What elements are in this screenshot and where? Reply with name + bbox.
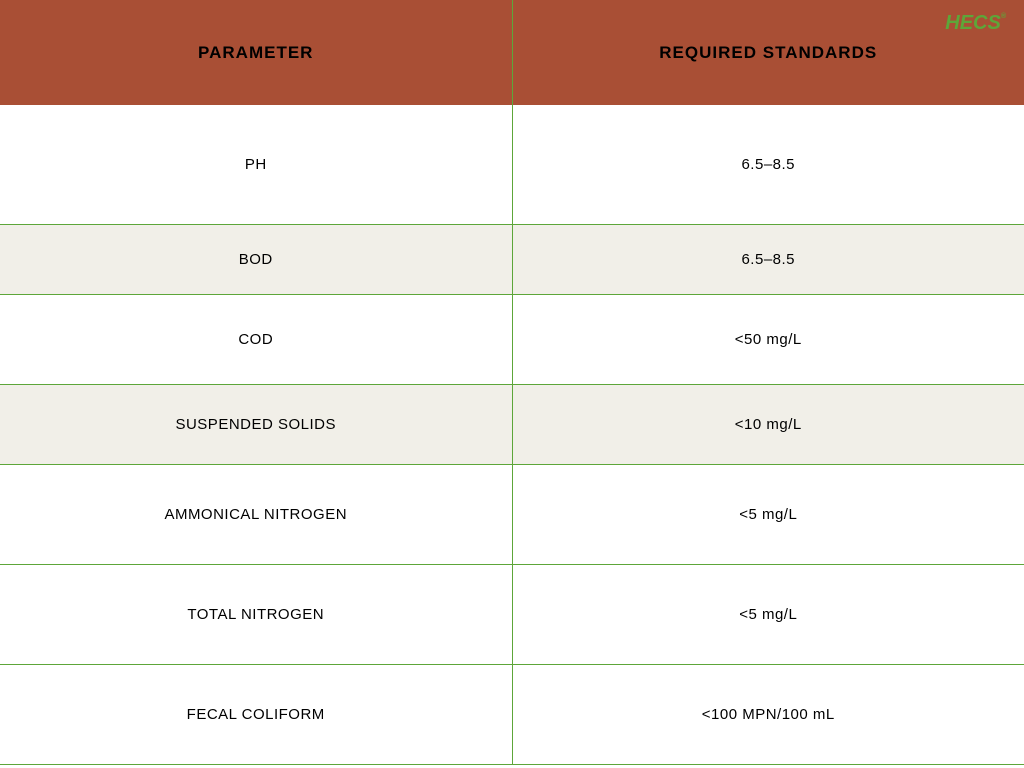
cell-standard: <10 mg/L	[513, 385, 1024, 464]
cell-parameter: TOTAL NITROGEN	[0, 565, 513, 664]
cell-standard: <100 MPN/100 mL	[513, 665, 1024, 764]
table-row: PH6.5–8.5	[0, 105, 1024, 225]
cell-parameter: AMMONICAL NITROGEN	[0, 465, 513, 564]
table-row: SUSPENDED SOLIDS<10 mg/L	[0, 385, 1024, 465]
table-body: PH6.5–8.5BOD6.5–8.5COD<50 mg/LSUSPENDED …	[0, 105, 1024, 765]
table-row: FECAL COLIFORM<100 MPN/100 mL	[0, 665, 1024, 765]
cell-standard: <5 mg/L	[513, 565, 1024, 664]
cell-standard: 6.5–8.5	[513, 225, 1024, 294]
header-parameter: PARAMETER	[0, 0, 512, 105]
logo: HECS®	[945, 12, 1006, 35]
cell-parameter: SUSPENDED SOLIDS	[0, 385, 513, 464]
cell-standard: 6.5–8.5	[513, 105, 1024, 224]
standards-table: PARAMETER REQUIRED STANDARDS PH6.5–8.5BO…	[0, 0, 1024, 768]
cell-standard: <5 mg/L	[513, 465, 1024, 564]
logo-text: HECS	[945, 12, 1001, 34]
cell-parameter: COD	[0, 295, 513, 384]
table-row: TOTAL NITROGEN<5 mg/L	[0, 565, 1024, 665]
table-row: AMMONICAL NITROGEN<5 mg/L	[0, 465, 1024, 565]
cell-standard: <50 mg/L	[513, 295, 1024, 384]
cell-parameter: FECAL COLIFORM	[0, 665, 513, 764]
table-row: COD<50 mg/L	[0, 295, 1024, 385]
cell-parameter: PH	[0, 105, 513, 224]
cell-parameter: BOD	[0, 225, 513, 294]
table-row: BOD6.5–8.5	[0, 225, 1024, 295]
table-header-row: PARAMETER REQUIRED STANDARDS	[0, 0, 1024, 105]
